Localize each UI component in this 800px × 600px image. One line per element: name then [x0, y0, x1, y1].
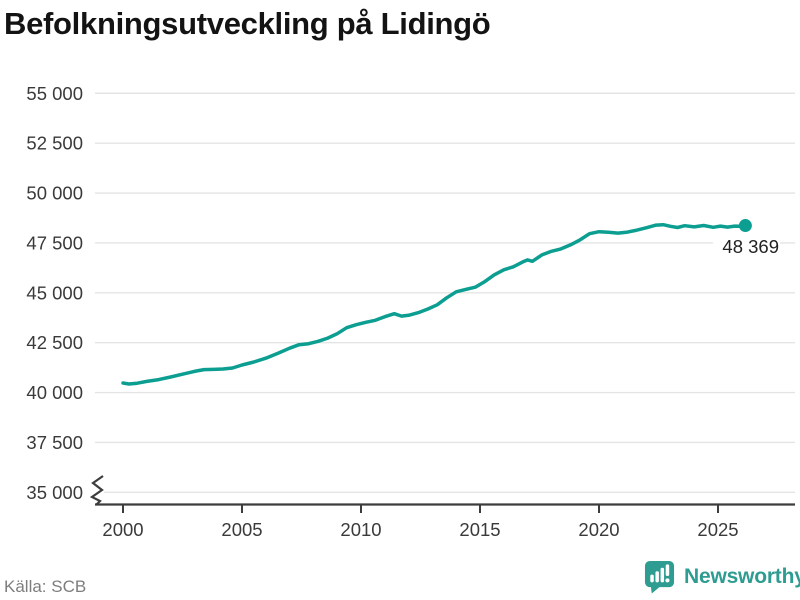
end-value-label: 48 369	[722, 236, 779, 257]
x-tick-label: 2025	[697, 519, 738, 540]
y-tick-label: 40 000	[26, 382, 83, 403]
y-tick-label: 55 000	[26, 83, 83, 104]
y-tick-label: 52 500	[26, 133, 83, 154]
source-label: Källa: SCB	[4, 577, 87, 596]
line-end-dot	[738, 219, 752, 233]
y-tick-label: 35 000	[26, 482, 83, 503]
axis-break-icon	[89, 475, 104, 506]
x-tick-label: 2005	[221, 519, 262, 540]
newsworthy-logo-icon	[644, 561, 675, 594]
x-tick-label: 2000	[102, 519, 143, 540]
y-tick-label: 45 000	[26, 282, 83, 303]
x-tick-label: 2015	[459, 519, 500, 540]
x-tick-label: 2020	[578, 519, 619, 540]
page-title: Befolkningsutveckling på Lidingö	[4, 6, 491, 41]
y-tick-label: 50 000	[26, 183, 83, 204]
newsworthy-brand: Newsworthy	[644, 560, 800, 594]
y-tick-label: 37 500	[26, 432, 83, 453]
y-tick-label: 42 500	[26, 332, 83, 353]
newsworthy-brand-name: Newsworthy	[684, 565, 800, 588]
x-tick-label: 2010	[340, 519, 381, 540]
population-line	[121, 222, 748, 386]
y-tick-label: 47 500	[26, 232, 83, 253]
end-label-backing	[713, 236, 780, 258]
